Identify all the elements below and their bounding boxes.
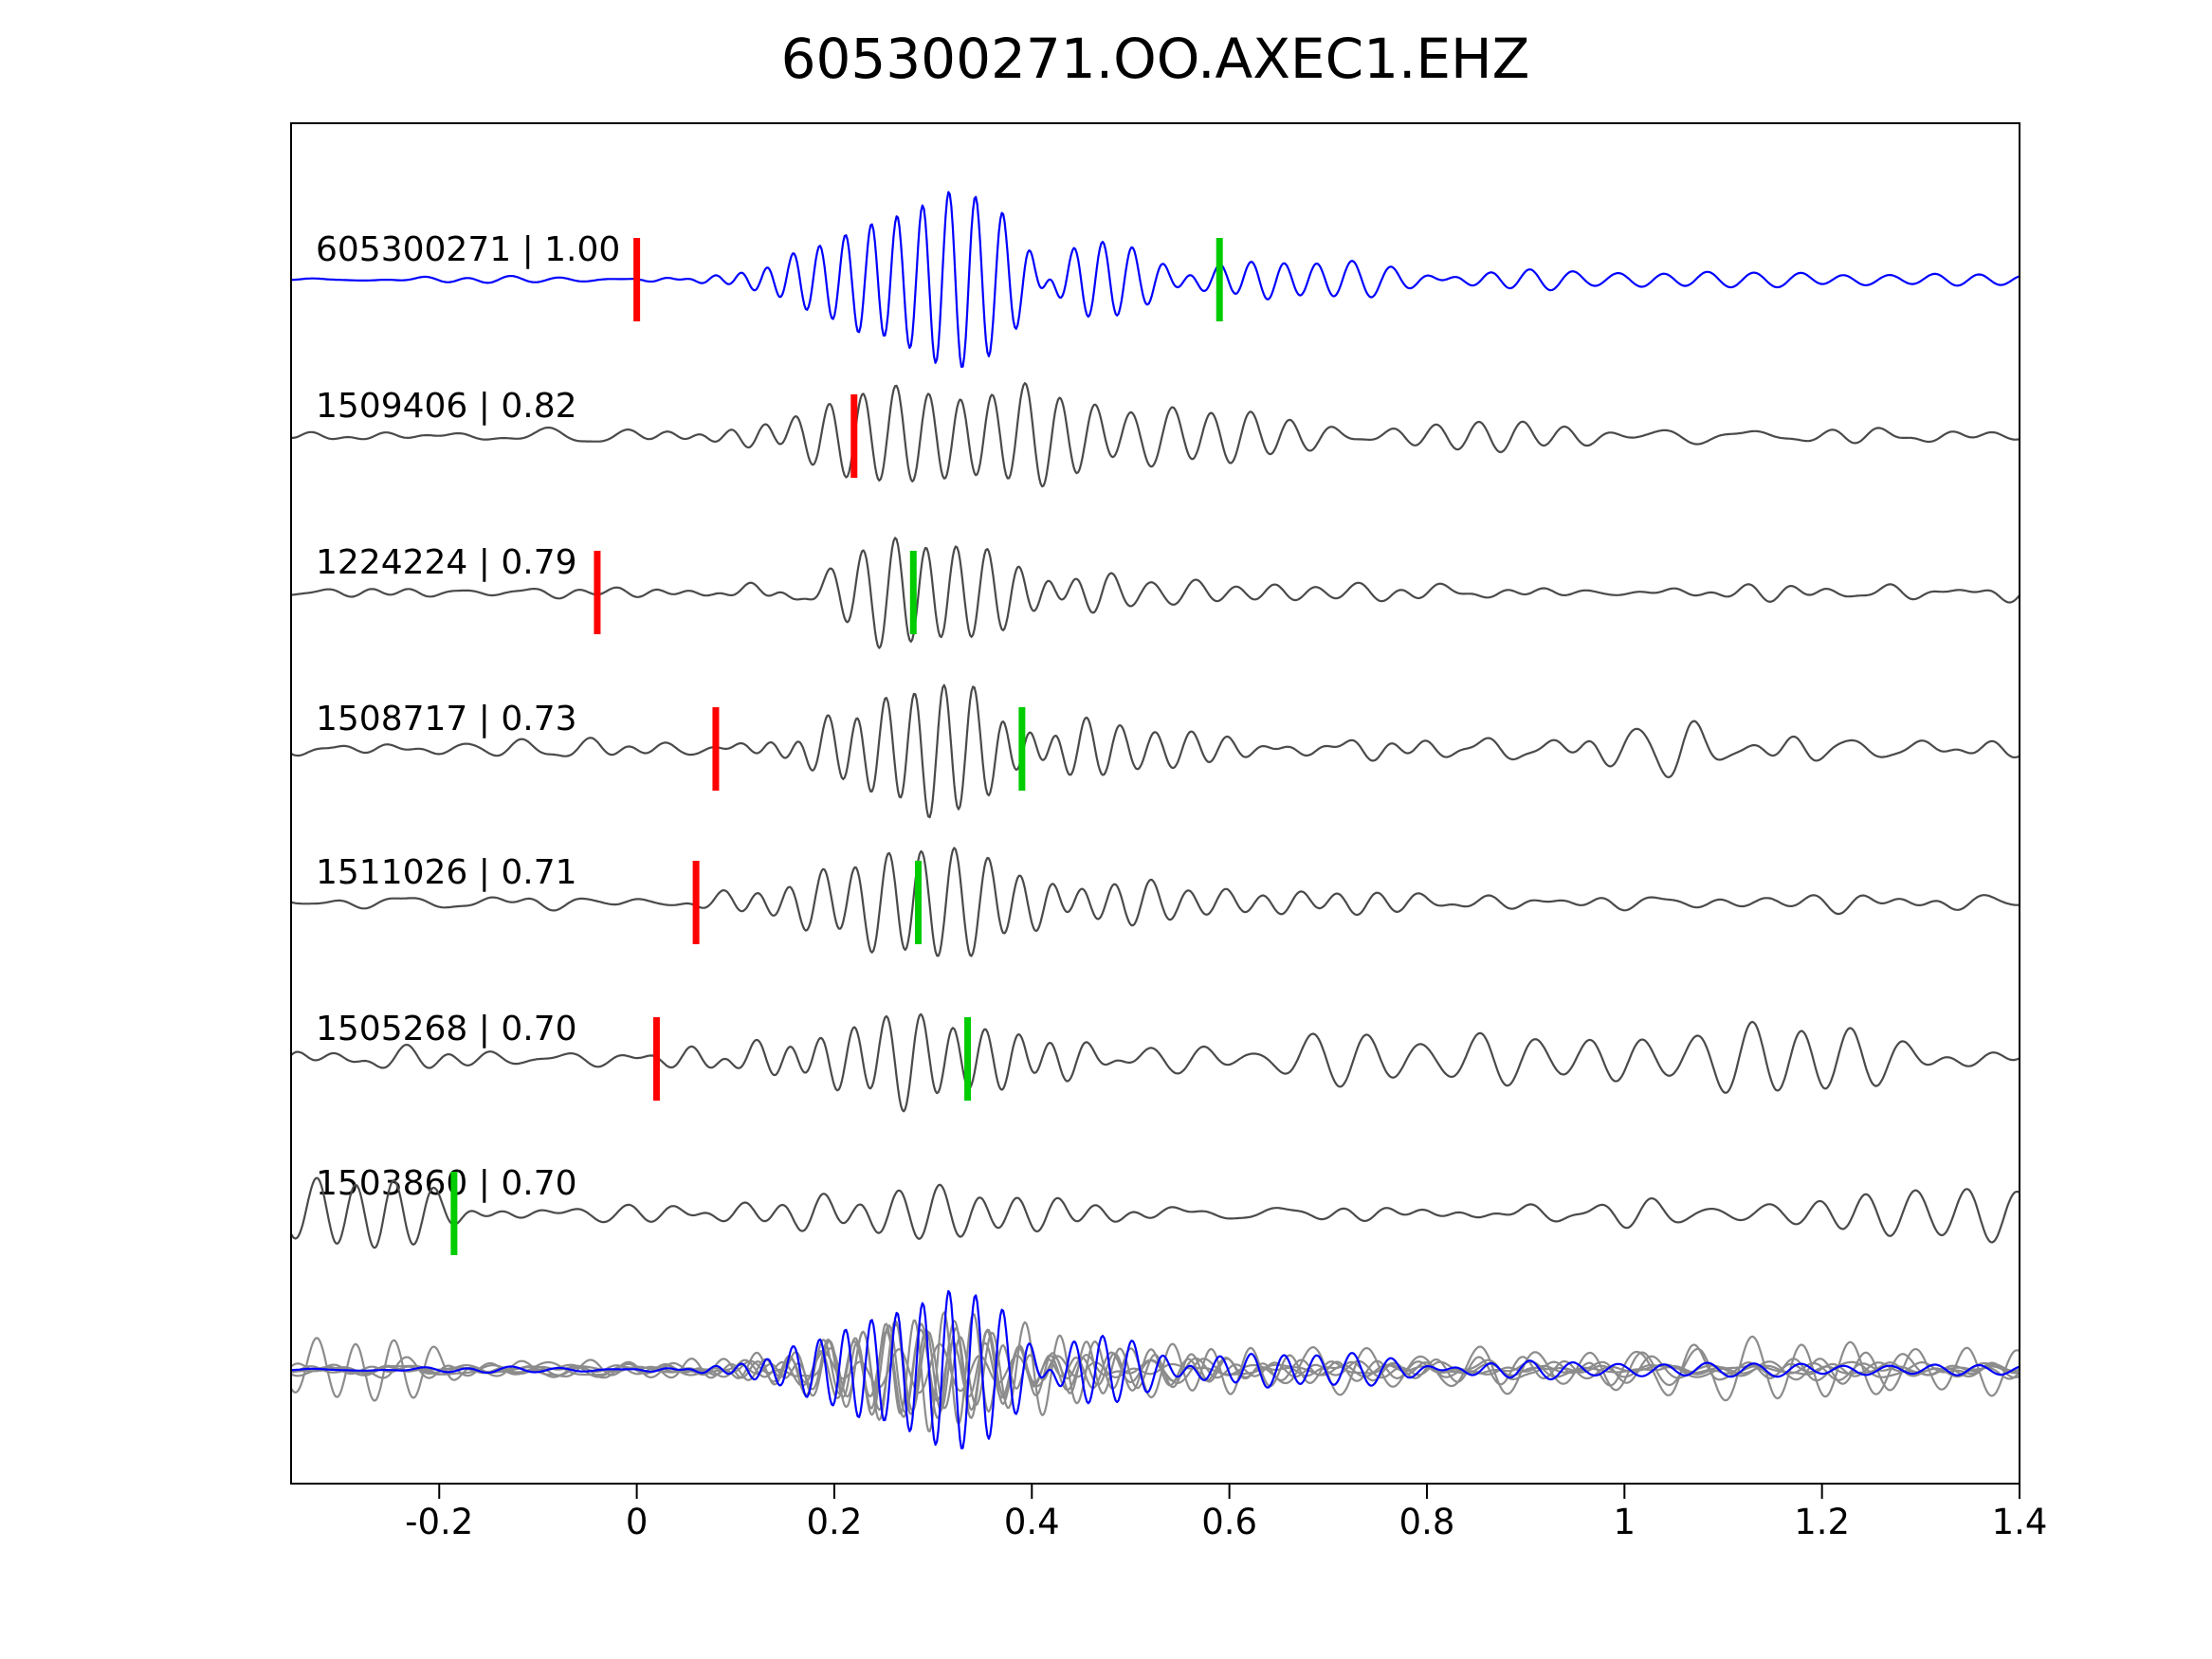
trace-waveform-1509406 <box>291 382 2020 488</box>
trace-label-1509406: 1509406 | 0.82 <box>316 387 577 426</box>
axes-box <box>290 122 2020 1485</box>
x-tick-label: 1 <box>1614 1502 1636 1542</box>
x-tick-label: 0.6 <box>1201 1502 1257 1542</box>
trace-waveform-1505268 <box>291 1012 2020 1113</box>
trace-waveform-1508717 <box>291 684 2020 819</box>
pick-green-marker-605300271 <box>1216 238 1223 321</box>
pick-green-marker-1511026 <box>914 861 922 944</box>
trace-waveform-1224224 <box>291 537 2020 649</box>
x-tick-label: 1.2 <box>1794 1502 1850 1542</box>
pick-green-marker-1224224 <box>909 551 917 634</box>
trace-label-1503860: 1503860 | 0.70 <box>316 1164 577 1203</box>
pick-green-marker-1503860 <box>450 1172 458 1255</box>
pick-red-marker-1509406 <box>850 394 858 478</box>
trace-waveform-1511026 <box>291 847 2020 957</box>
pick-green-marker-1505268 <box>964 1017 972 1101</box>
x-tick-label: 0.8 <box>1399 1502 1455 1542</box>
trace-label-1511026: 1511026 | 0.71 <box>316 853 577 892</box>
trace-label-1508717: 1508717 | 0.73 <box>316 700 577 738</box>
pick-red-marker-1511026 <box>692 861 700 944</box>
pick-red-marker-1508717 <box>712 707 720 791</box>
x-tick-label: 0.2 <box>807 1502 863 1542</box>
trace-waveform-605300271 <box>291 191 2020 368</box>
pick-green-marker-1508717 <box>1018 707 1026 791</box>
pick-red-marker-605300271 <box>633 238 641 321</box>
trace-label-1505268: 1505268 | 0.70 <box>316 1010 577 1048</box>
trace-waveform-1503860 <box>291 1176 2020 1249</box>
pick-red-marker-1224224 <box>594 551 601 634</box>
x-tick-label: 0.4 <box>1004 1502 1060 1542</box>
x-tick-label: 1.4 <box>1992 1502 2048 1542</box>
x-tick-label: 0 <box>626 1502 649 1542</box>
trace-label-1224224: 1224224 | 0.79 <box>316 543 577 582</box>
x-tick-label: -0.2 <box>405 1502 473 1542</box>
pick-red-marker-1505268 <box>652 1017 660 1101</box>
chart-title: 605300271.OO.AXEC1.EHZ <box>780 27 1530 91</box>
overlay-waveform-1509406 <box>291 1321 2020 1416</box>
overlay-template-waveform-605300271 <box>291 1289 2020 1449</box>
trace-label-605300271: 605300271 | 1.00 <box>316 230 620 269</box>
